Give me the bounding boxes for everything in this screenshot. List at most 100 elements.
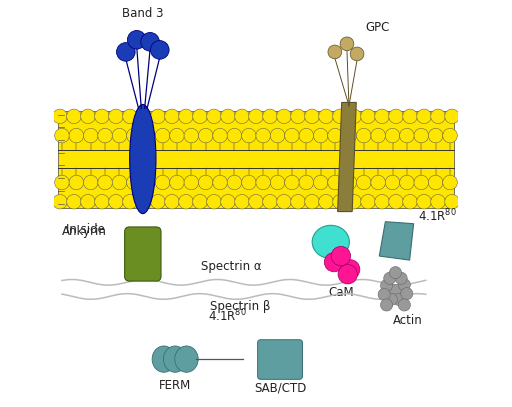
Circle shape — [112, 128, 127, 143]
Circle shape — [328, 128, 343, 143]
Circle shape — [319, 195, 333, 209]
Circle shape — [81, 195, 95, 209]
Circle shape — [401, 288, 413, 300]
Circle shape — [331, 246, 351, 266]
Circle shape — [165, 195, 179, 209]
Circle shape — [67, 195, 81, 209]
Circle shape — [207, 109, 221, 124]
Circle shape — [263, 109, 278, 124]
Circle shape — [126, 128, 141, 143]
Circle shape — [340, 260, 360, 279]
Text: SAB/CTD: SAB/CTD — [254, 381, 307, 394]
Circle shape — [242, 175, 256, 190]
FancyBboxPatch shape — [124, 227, 161, 281]
Circle shape — [333, 109, 347, 124]
Circle shape — [389, 109, 403, 124]
Circle shape — [333, 195, 347, 209]
Polygon shape — [379, 222, 414, 260]
Circle shape — [98, 128, 112, 143]
Circle shape — [285, 128, 299, 143]
Text: 4.1R$^{80}$: 4.1R$^{80}$ — [418, 207, 457, 224]
Bar — [58, 111, 454, 208]
Circle shape — [395, 272, 407, 284]
Circle shape — [69, 175, 83, 190]
Circle shape — [83, 128, 98, 143]
Text: FERM: FERM — [159, 379, 191, 392]
Circle shape — [234, 109, 249, 124]
Circle shape — [431, 195, 445, 209]
Circle shape — [141, 175, 156, 190]
Circle shape — [342, 175, 357, 190]
Text: GPC: GPC — [365, 21, 390, 34]
Circle shape — [155, 175, 170, 190]
Circle shape — [199, 175, 213, 190]
Circle shape — [98, 175, 112, 190]
Circle shape — [361, 109, 375, 124]
Circle shape — [403, 195, 417, 209]
Circle shape — [81, 109, 95, 124]
Circle shape — [324, 252, 344, 272]
Circle shape — [389, 195, 403, 209]
Circle shape — [299, 128, 313, 143]
Circle shape — [347, 195, 361, 209]
Circle shape — [378, 289, 390, 300]
Ellipse shape — [175, 346, 198, 372]
Circle shape — [141, 128, 156, 143]
Circle shape — [127, 31, 146, 49]
Circle shape — [263, 195, 278, 209]
Circle shape — [126, 175, 141, 190]
Text: Actin: Actin — [393, 314, 422, 327]
Circle shape — [249, 195, 263, 209]
Circle shape — [67, 109, 81, 124]
Circle shape — [83, 175, 98, 190]
Text: Spectrin β: Spectrin β — [209, 300, 270, 313]
Circle shape — [443, 175, 457, 190]
Circle shape — [375, 109, 389, 124]
Circle shape — [109, 195, 123, 209]
Circle shape — [445, 109, 459, 124]
Circle shape — [276, 195, 291, 209]
Circle shape — [221, 109, 236, 124]
Circle shape — [123, 109, 137, 124]
Circle shape — [319, 109, 333, 124]
Circle shape — [356, 128, 371, 143]
Circle shape — [270, 128, 285, 143]
Circle shape — [431, 109, 445, 124]
Circle shape — [414, 128, 429, 143]
Circle shape — [380, 299, 393, 311]
Ellipse shape — [152, 346, 176, 372]
Text: p55: p55 — [319, 237, 343, 247]
Circle shape — [385, 175, 400, 190]
Text: CaM: CaM — [328, 286, 354, 299]
Circle shape — [179, 109, 193, 124]
Circle shape — [137, 195, 151, 209]
Circle shape — [151, 41, 169, 59]
Text: Band 3: Band 3 — [122, 7, 163, 20]
Circle shape — [398, 279, 411, 291]
Circle shape — [137, 109, 151, 124]
Circle shape — [151, 195, 165, 209]
Text: 4.1R$^{80}$: 4.1R$^{80}$ — [208, 308, 247, 325]
Text: Spectrin α: Spectrin α — [201, 260, 262, 274]
Circle shape — [95, 195, 109, 209]
Circle shape — [141, 33, 159, 51]
Circle shape — [221, 195, 236, 209]
Circle shape — [184, 175, 199, 190]
Circle shape — [123, 195, 137, 209]
Circle shape — [429, 175, 443, 190]
Circle shape — [383, 272, 396, 284]
Circle shape — [375, 195, 389, 209]
Circle shape — [285, 175, 299, 190]
Circle shape — [417, 195, 431, 209]
Circle shape — [227, 128, 242, 143]
Circle shape — [193, 109, 207, 124]
Circle shape — [313, 175, 328, 190]
Circle shape — [53, 109, 67, 124]
Circle shape — [53, 195, 67, 209]
Circle shape — [256, 175, 270, 190]
Circle shape — [242, 128, 256, 143]
Circle shape — [291, 109, 305, 124]
Circle shape — [299, 175, 313, 190]
Circle shape — [112, 175, 127, 190]
Circle shape — [371, 175, 386, 190]
